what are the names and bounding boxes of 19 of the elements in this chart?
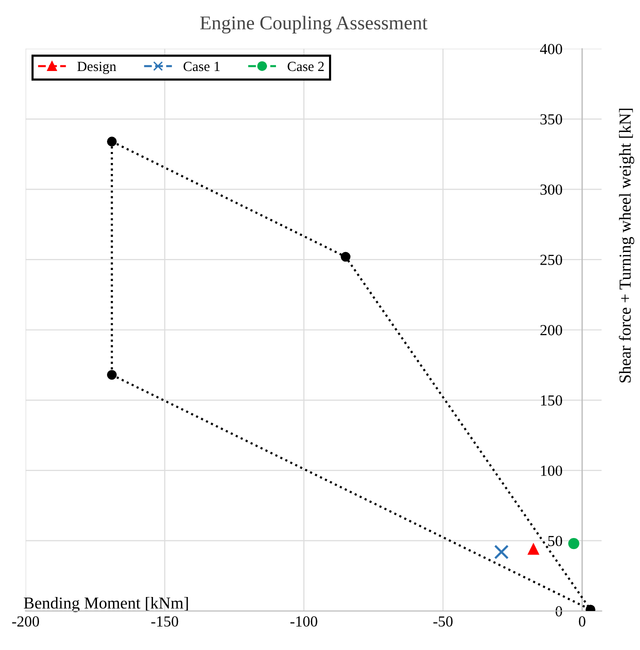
y-tick-label: 150	[541, 395, 562, 406]
x-tick-label: 0	[578, 616, 586, 627]
y-tick-label: 100	[541, 466, 562, 476]
y-tick-label: 50	[548, 536, 562, 546]
y-axis-title: Shear force + Turning wheel weight [kN]	[618, 108, 634, 382]
legend-label: Case 1	[184, 62, 220, 72]
legend-label: Case 2	[288, 62, 324, 72]
y-tick-label: 400	[540, 44, 562, 54]
x-tick-label: -150	[151, 616, 178, 627]
y-tick-label: 200	[540, 325, 562, 336]
legend-label: Design	[77, 62, 116, 74]
x-tick-label: -200	[12, 616, 40, 627]
x-tick-label: -50	[433, 616, 453, 627]
y-tick-label: 350	[540, 114, 562, 124]
y-tick-label: 250	[540, 254, 562, 266]
x-tick-label: -100	[290, 616, 318, 627]
chart-title: Engine Coupling Assessment	[200, 16, 428, 34]
y-tick-label: 300	[540, 184, 562, 195]
x-axis-title: Bending Moment [kNm]	[24, 596, 188, 612]
